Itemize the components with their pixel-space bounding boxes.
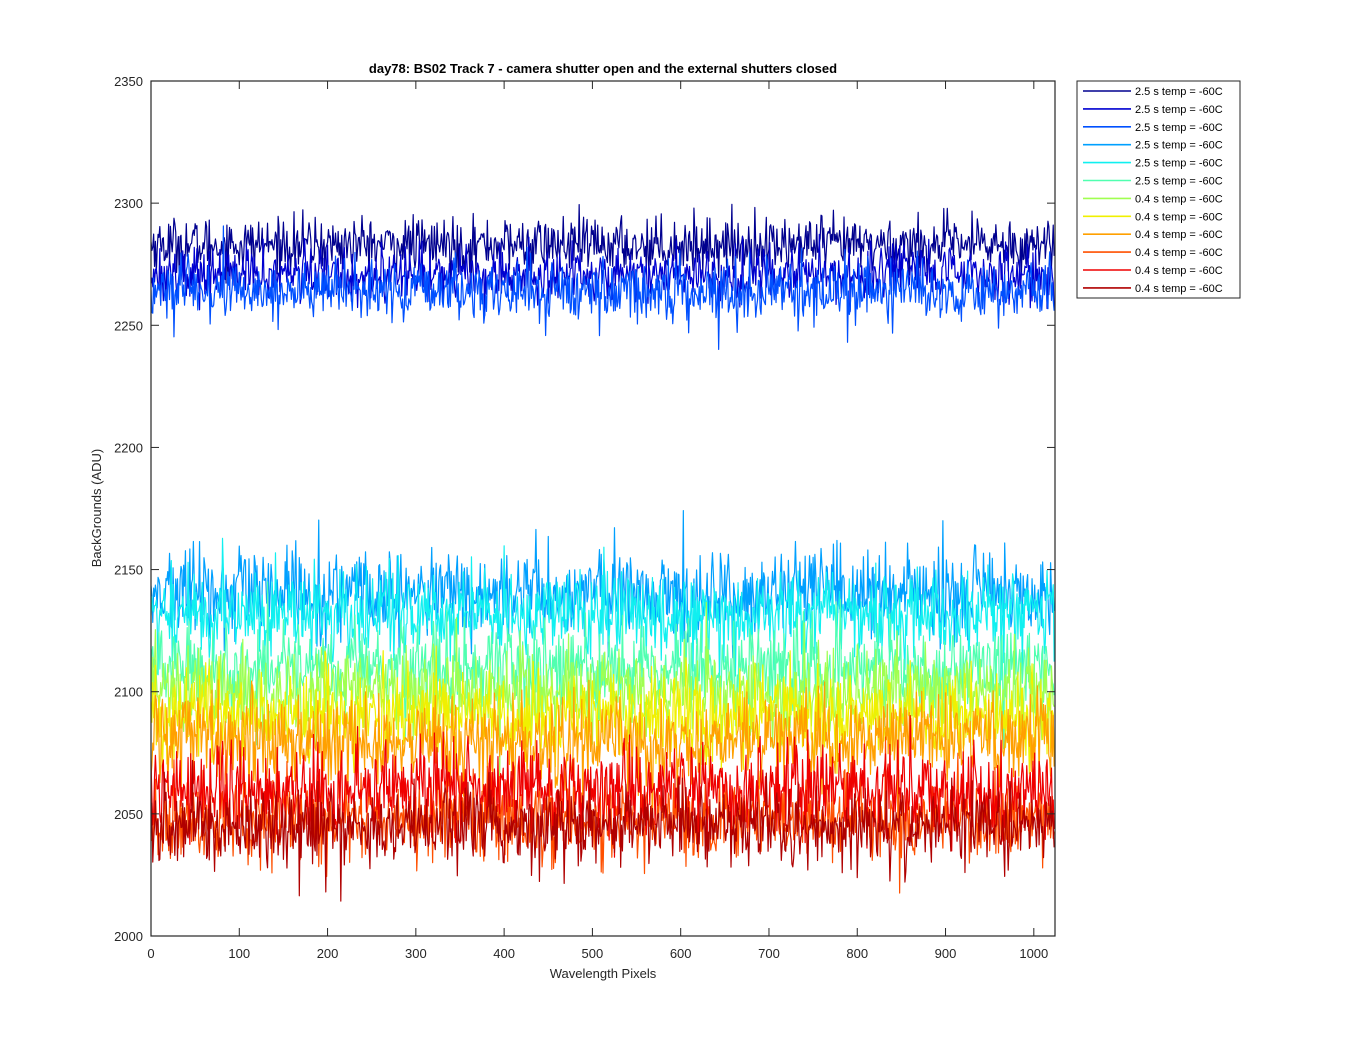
x-tick-label: 700 [758,946,780,961]
y-tick-label: 2150 [114,563,143,578]
legend-label-12: 0.4 s temp = -60C [1135,283,1223,295]
x-tick-label: 100 [228,946,250,961]
series-line-5 [151,537,1055,688]
legend-label-1: 2.5 s temp = -60C [1135,86,1223,98]
x-tick-label: 1000 [1019,946,1048,961]
y-tick-label: 2250 [114,318,143,333]
legend-label-7: 0.4 s temp = -60C [1135,193,1223,205]
legend-label-9: 0.4 s temp = -60C [1135,229,1223,241]
legend-label-10: 0.4 s temp = -60C [1135,247,1223,259]
axes-box [150,80,1056,937]
y-tick-label: 2050 [114,807,143,822]
legend-label-3: 2.5 s temp = -60C [1135,122,1223,134]
legend-label-5: 2.5 s temp = -60C [1135,158,1223,170]
y-tick-label: 2300 [114,196,143,211]
x-tick-label: 400 [493,946,515,961]
series-line-6 [151,581,1055,750]
y-tick-label: 2200 [114,440,143,455]
series-line-9 [151,679,1055,832]
tick-group: 0 100 200 300 400 500 600 700 800 900 1000 2000 2050… [114,74,1055,961]
series-group [151,203,1055,902]
x-axis-label: Wavelength Pixels [550,966,657,981]
x-tick-label: 0 [147,946,154,961]
legend-label-2: 2.5 s temp = -60C [1135,104,1223,116]
x-tick-label: 300 [405,946,427,961]
x-tick-label: 500 [582,946,604,961]
legend-label-4: 2.5 s temp = -60C [1135,140,1223,152]
legend-box [1076,80,1241,299]
y-tick-label: 2100 [114,685,143,700]
series-line-3 [151,225,1055,350]
chart-title: day78: BS02 Track 7 - camera shutter ope… [369,61,837,76]
legend-label-6: 2.5 s temp = -60C [1135,176,1223,188]
legend: 2.5 s temp = -60C 2.5 s temp = -60C 2.5 s … [1076,80,1241,299]
x-tick-label: 600 [670,946,692,961]
y-axis-label: BackGrounds (ADU) [89,449,104,567]
legend-label-11: 0.4 s temp = -60C [1135,265,1223,277]
x-tick-label: 200 [317,946,339,961]
x-tick-label: 800 [846,946,868,961]
series-line-2 [151,233,1055,316]
y-tick-label: 2000 [114,929,143,944]
x-tick-label: 900 [935,946,957,961]
legend-label-8: 0.4 s temp = -60C [1135,211,1223,223]
y-tick-label: 2350 [114,74,143,89]
series-line-12 [151,759,1055,902]
series-line-11 [151,714,1055,858]
